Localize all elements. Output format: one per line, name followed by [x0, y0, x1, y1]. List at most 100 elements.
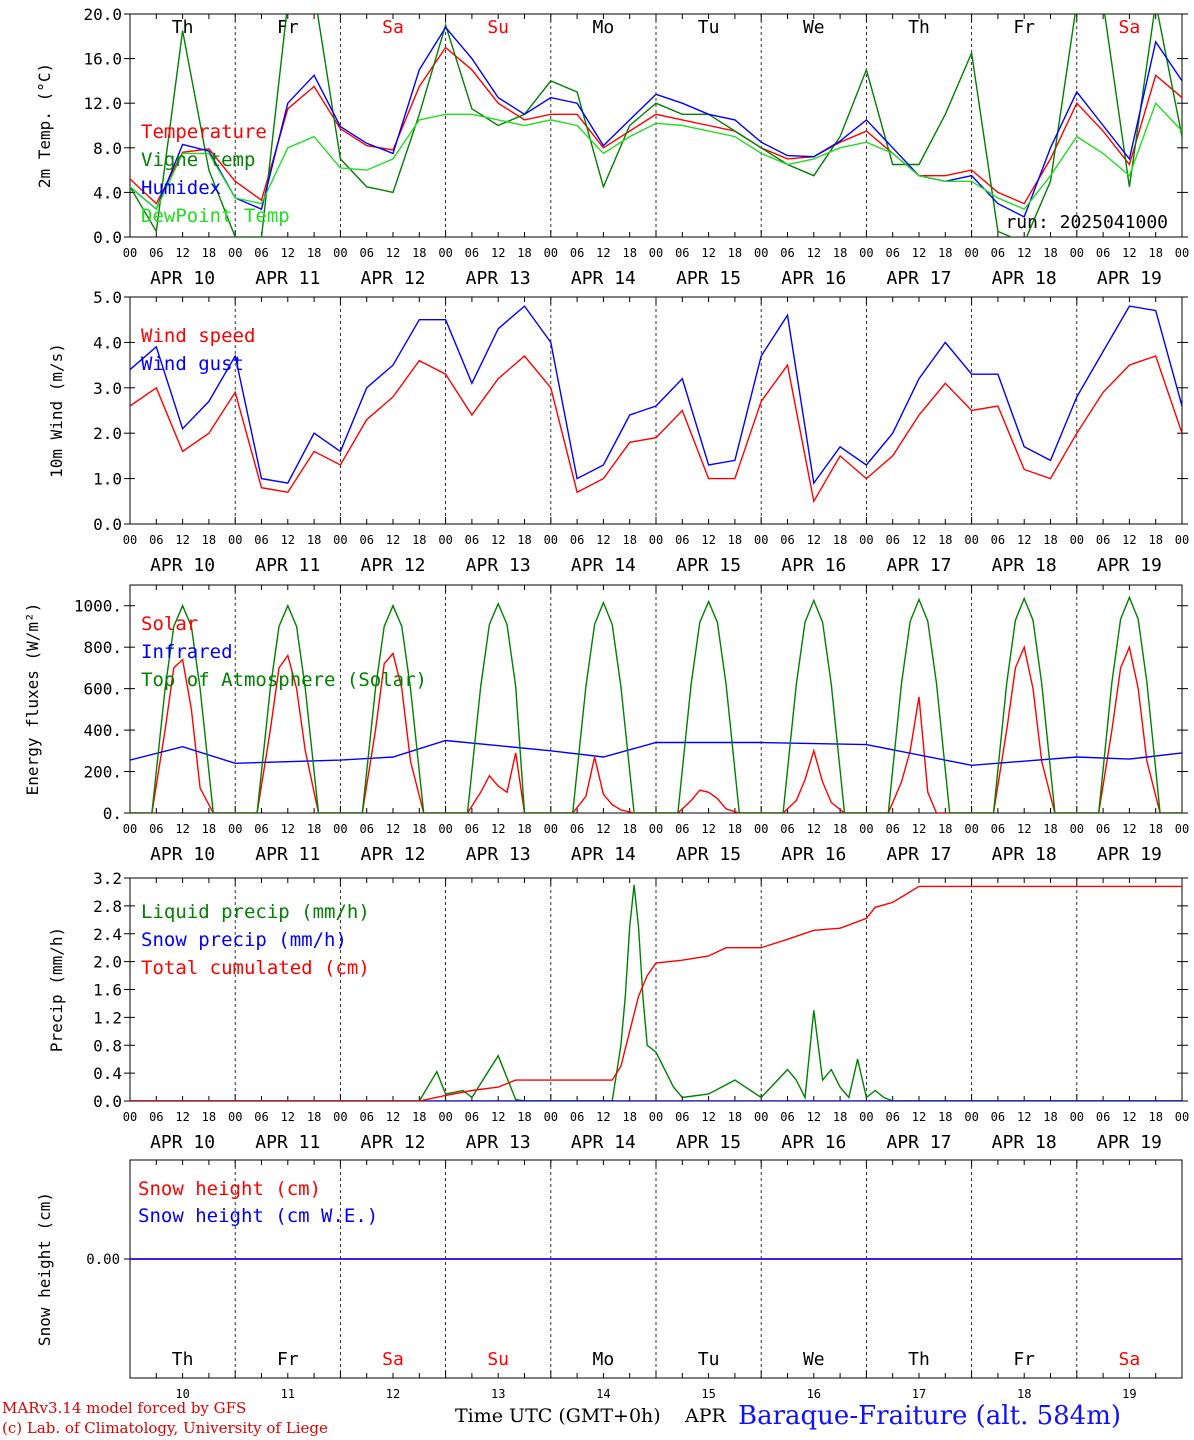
hour-tick-label: 06 — [359, 1110, 373, 1124]
date-label: APR 18 — [992, 268, 1057, 289]
hour-tick-label: 12 — [596, 822, 610, 836]
panel-5: 0.00 Snow height (cm) Th Fr Sa Su Mo Tu We Th Fr Sa… — [35, 1159, 1183, 1401]
date-label: APR 13 — [466, 844, 531, 865]
legend-entry: Infrared — [141, 641, 233, 663]
hour-tick-label: 06 — [675, 822, 689, 836]
hour-tick-label: 00 — [438, 246, 452, 260]
panel-1: 0.0 4.0 8.0 12.0 16.0 20.0 2m Temp. (°C) Th Fr Sa… — [35, 5, 1189, 289]
hour-tick-label: 18 — [938, 1110, 952, 1124]
weekday-label: Mo — [593, 1349, 615, 1370]
hour-tick-label: 18 — [517, 533, 531, 547]
hour-tick-label: 06 — [465, 533, 479, 547]
y-axis-label: 10m Wind (m/s) — [47, 343, 66, 478]
day-number-label: 13 — [491, 1387, 505, 1401]
hour-tick-label: 18 — [307, 822, 321, 836]
hour-tick-label: 18 — [833, 246, 847, 260]
hour-tick-label: 12 — [701, 1110, 715, 1124]
day-number-label: 19 — [1122, 1387, 1136, 1401]
legend-entry: Wind gust — [141, 353, 244, 375]
y-tick-label: 200. — [83, 763, 122, 782]
hour-tick-label: 00 — [649, 1110, 663, 1124]
weekday-label: Fr — [1013, 17, 1035, 38]
hour-tick-label: 18 — [202, 822, 216, 836]
legend-entry: Vigne temp — [141, 149, 255, 171]
hour-tick-label: 12 — [912, 533, 926, 547]
hour-tick-label: 00 — [754, 822, 768, 836]
run-label: run: 2025041000 — [1005, 212, 1168, 233]
date-label: APR 14 — [571, 844, 636, 865]
hour-tick-label: 00 — [228, 822, 242, 836]
hour-tick-label: 06 — [1096, 533, 1110, 547]
hour-tick-label: 12 — [596, 533, 610, 547]
hour-tick-label: 00 — [964, 822, 978, 836]
hour-tick-label: 12 — [807, 1110, 821, 1124]
weekday-label: Fr — [277, 1349, 299, 1370]
y-axis-label: Snow height (cm) — [35, 1192, 54, 1346]
y-tick-label: 800. — [83, 638, 122, 657]
y-tick-label: 2.0 — [93, 953, 122, 972]
legend-entry: DewPoint Temp — [141, 205, 290, 227]
y-tick-label: 4.0 — [93, 183, 122, 202]
hour-tick-label: 06 — [149, 533, 163, 547]
hour-tick-label: 06 — [254, 246, 268, 260]
hour-tick-label: 18 — [1148, 1110, 1162, 1124]
date-label: APR 14 — [571, 1132, 636, 1153]
legend-entry: Liquid precip (mm/h) — [141, 901, 370, 923]
hour-tick-label: 06 — [149, 822, 163, 836]
x-axis-title: Time UTC (GMT+0h) — [455, 1405, 661, 1427]
hour-tick-label: 18 — [1043, 822, 1057, 836]
hour-tick-label: 00 — [333, 1110, 347, 1124]
legend-entry: Snow height (cm) — [138, 1178, 321, 1200]
hour-tick-label: 12 — [912, 822, 926, 836]
hour-tick-label: 00 — [333, 533, 347, 547]
weekday-label: Th — [908, 17, 930, 38]
hour-tick-label: 06 — [254, 1110, 268, 1124]
date-label: APR 11 — [255, 555, 320, 576]
hour-tick-label: 18 — [202, 1110, 216, 1124]
weekday-label: Sa — [382, 1349, 404, 1370]
hour-tick-label: 12 — [491, 533, 505, 547]
date-label: APR 16 — [781, 1132, 846, 1153]
hour-tick-label: 06 — [1096, 822, 1110, 836]
date-label: APR 14 — [571, 268, 636, 289]
hour-tick-label: 12 — [701, 246, 715, 260]
hour-tick-label: 18 — [833, 1110, 847, 1124]
y-tick-label: 0.0 — [93, 1092, 122, 1111]
legend-entry: Snow precip (mm/h) — [141, 929, 347, 951]
hour-tick-label: 06 — [991, 246, 1005, 260]
lab-credit: (c) Lab. of Climatology, University of L… — [2, 1419, 328, 1437]
y-tick-label: 20.0 — [83, 5, 122, 24]
series-line-top-of-atmosphere-solar — [130, 595, 1182, 813]
hour-tick-label: 18 — [622, 1110, 636, 1124]
hour-tick-label: 06 — [991, 822, 1005, 836]
day-number-label: 10 — [175, 1387, 189, 1401]
hour-tick-label: 06 — [991, 533, 1005, 547]
date-label: APR 17 — [886, 1132, 951, 1153]
hour-tick-label: 06 — [465, 246, 479, 260]
hour-tick-label: 06 — [675, 533, 689, 547]
y-tick-label: 5.0 — [93, 288, 122, 307]
hour-tick-label: 00 — [754, 246, 768, 260]
date-label: APR 13 — [466, 555, 531, 576]
hour-tick-label: 00 — [1175, 822, 1189, 836]
date-label: APR 11 — [255, 844, 320, 865]
weekday-label: We — [803, 17, 825, 38]
hour-tick-label: 18 — [938, 533, 952, 547]
hour-tick-label: 00 — [1070, 822, 1084, 836]
date-label: APR 13 — [466, 268, 531, 289]
hour-tick-label: 06 — [359, 246, 373, 260]
hour-tick-label: 00 — [964, 246, 978, 260]
date-label: APR 15 — [676, 844, 741, 865]
date-label: APR 18 — [992, 844, 1057, 865]
y-tick-label: 4.0 — [93, 333, 122, 352]
hour-tick-label: 00 — [228, 1110, 242, 1124]
weekday-label: Sa — [1119, 1349, 1141, 1370]
hour-tick-label: 18 — [412, 822, 426, 836]
date-label: APR 19 — [1097, 555, 1162, 576]
hour-tick-label: 12 — [1017, 822, 1031, 836]
hour-tick-label: 12 — [175, 1110, 189, 1124]
date-label: APR 10 — [150, 844, 215, 865]
hour-tick-label: 00 — [754, 1110, 768, 1124]
series-line-dewpoint-temp — [130, 101, 1182, 211]
y-tick-label: 2.4 — [93, 925, 122, 944]
